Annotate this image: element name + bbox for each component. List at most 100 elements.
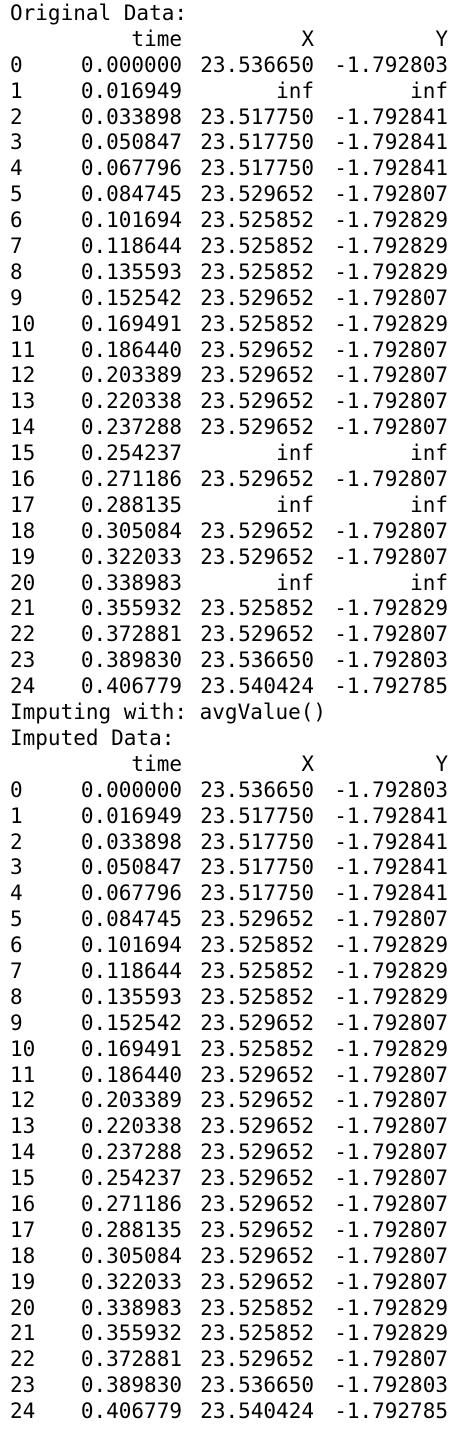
imputed-time-value: 0.169491 xyxy=(80,1036,182,1061)
imputed-time-value: 0.186440 xyxy=(80,1062,182,1087)
original-row-index: 17 xyxy=(10,492,36,517)
imputed-y-value: -1.792807 xyxy=(334,1217,448,1242)
original-y-value: -1.792807 xyxy=(334,389,448,414)
imputed-time-value: 0.288135 xyxy=(80,1217,182,1242)
original-x-value: 23.536650 xyxy=(200,52,314,77)
original-x-value: inf xyxy=(276,492,314,517)
imputing-section: Imputing with: avgValue() xyxy=(0,700,470,726)
original-x-value: 23.529652 xyxy=(200,544,314,569)
original-row-index: 4 xyxy=(10,156,23,181)
original-time-value: 0.288135 xyxy=(80,492,182,517)
imputed-x-value: 23.525852 xyxy=(200,933,314,958)
original-table-row: 17 0.288135 inf inf xyxy=(0,493,470,519)
original-table-row: 15 0.254237 inf inf xyxy=(0,441,470,467)
imputed-row-index: 11 xyxy=(10,1062,36,1087)
imputed-column-y: Y xyxy=(435,751,448,776)
original-y-value: -1.792829 xyxy=(334,596,448,621)
original-row-index: 23 xyxy=(10,648,36,673)
original-x-value: 23.529652 xyxy=(200,363,314,388)
original-row-index: 20 xyxy=(10,570,36,595)
original-y-value: -1.792807 xyxy=(334,518,448,543)
imputed-x-value: 23.529652 xyxy=(200,1114,314,1139)
imputed-y-value: -1.792807 xyxy=(334,1114,448,1139)
imputed-y-value: -1.792829 xyxy=(334,1036,448,1061)
imputed-y-value: -1.792841 xyxy=(334,855,448,880)
original-table-row: 5 0.084745 23.529652 -1.792807 xyxy=(0,182,470,208)
imputed-x-value: 23.525852 xyxy=(200,1321,314,1346)
imputed-time-value: 0.254237 xyxy=(80,1166,182,1191)
imputed-y-value: -1.792803 xyxy=(334,1373,448,1398)
original-row-index: 7 xyxy=(10,234,23,259)
imputed-time-value: 0.305084 xyxy=(80,1243,182,1268)
imputed-row-index: 0 xyxy=(10,777,23,802)
original-data-section: Original Data: time X Y 0 0.000000 23.5366… xyxy=(0,1,470,700)
imputed-time-value: 0.135593 xyxy=(80,984,182,1009)
original-x-value: 23.540424 xyxy=(200,674,314,699)
original-column-header-row: time X Y xyxy=(0,27,470,53)
imputed-y-value: -1.792829 xyxy=(334,984,448,1009)
imputed-row-index: 15 xyxy=(10,1166,36,1191)
original-x-value: 23.525852 xyxy=(200,259,314,284)
original-x-value: inf xyxy=(276,570,314,595)
original-row-index: 8 xyxy=(10,259,23,284)
imputed-column-x: X xyxy=(301,751,314,776)
imputed-table-row: 22 0.372881 23.529652 -1.792807 xyxy=(0,1347,470,1373)
imputed-x-value: 23.529652 xyxy=(200,1062,314,1087)
original-time-value: 0.169491 xyxy=(80,311,182,336)
imputed-y-value: -1.792841 xyxy=(334,829,448,854)
imputed-data-header: Imputed Data: xyxy=(10,725,175,750)
original-table-row: 14 0.237288 23.529652 -1.792807 xyxy=(0,415,470,441)
original-y-value: -1.792807 xyxy=(334,182,448,207)
original-x-value: 23.536650 xyxy=(200,648,314,673)
original-row-index: 9 xyxy=(10,285,23,310)
original-time-value: 0.033898 xyxy=(80,104,182,129)
imputed-data-section: Imputed Data: time X Y 0 0.000000 23.53665… xyxy=(0,726,470,1425)
imputed-time-value: 0.084745 xyxy=(80,907,182,932)
imputed-x-value: 23.536650 xyxy=(200,1373,314,1398)
original-row-index: 5 xyxy=(10,182,23,207)
original-x-value: 23.525852 xyxy=(200,208,314,233)
imputed-x-value: 23.529652 xyxy=(200,1347,314,1372)
original-x-value: 23.529652 xyxy=(200,518,314,543)
imputed-y-value: -1.792829 xyxy=(334,958,448,983)
imputed-table-row: 24 0.406779 23.540424 -1.792785 xyxy=(0,1399,470,1425)
original-x-value: 23.517750 xyxy=(200,156,314,181)
imputed-x-value: 23.529652 xyxy=(200,1166,314,1191)
imputed-table-row: 11 0.186440 23.529652 -1.792807 xyxy=(0,1063,470,1089)
imputed-data-header-line: Imputed Data: xyxy=(0,726,470,752)
original-table-row: 9 0.152542 23.529652 -1.792807 xyxy=(0,286,470,312)
imputed-time-value: 0.203389 xyxy=(80,1088,182,1113)
imputed-row-index: 3 xyxy=(10,855,23,880)
original-table-row: 10 0.169491 23.525852 -1.792829 xyxy=(0,312,470,338)
imputed-row-index: 12 xyxy=(10,1088,36,1113)
original-y-value: -1.792807 xyxy=(334,622,448,647)
original-time-value: 0.338983 xyxy=(80,570,182,595)
imputed-time-value: 0.237288 xyxy=(80,1140,182,1165)
imputed-y-value: -1.792807 xyxy=(334,907,448,932)
imputed-x-value: 23.536650 xyxy=(200,777,314,802)
imputing-message: Imputing with: avgValue() xyxy=(10,700,327,725)
original-data-rows: 0 0.000000 23.536650 -1.792803 1 0.016949 inf i… xyxy=(0,53,470,700)
original-time-value: 0.016949 xyxy=(80,78,182,103)
imputed-y-value: -1.792807 xyxy=(334,1010,448,1035)
original-y-value: -1.792807 xyxy=(334,544,448,569)
original-time-value: 0.322033 xyxy=(80,544,182,569)
original-row-index: 0 xyxy=(10,52,23,77)
original-row-index: 13 xyxy=(10,389,36,414)
original-y-value: -1.792829 xyxy=(334,234,448,259)
imputed-data-rows: 0 0.000000 23.536650 -1.792803 1 0.016949 23.5… xyxy=(0,778,470,1425)
imputed-time-value: 0.101694 xyxy=(80,933,182,958)
imputed-column-header-row: time X Y xyxy=(0,752,470,778)
original-y-value: inf xyxy=(410,441,448,466)
imputed-x-value: 23.525852 xyxy=(200,958,314,983)
imputed-y-value: -1.792807 xyxy=(334,1062,448,1087)
imputed-x-value: 23.529652 xyxy=(200,1088,314,1113)
original-y-value: -1.792829 xyxy=(334,311,448,336)
imputed-row-index: 8 xyxy=(10,984,23,1009)
imputed-table-row: 16 0.271186 23.529652 -1.792807 xyxy=(0,1192,470,1218)
imputed-row-index: 4 xyxy=(10,881,23,906)
imputed-table-row: 17 0.288135 23.529652 -1.792807 xyxy=(0,1218,470,1244)
original-time-value: 0.271186 xyxy=(80,467,182,492)
original-table-row: 7 0.118644 23.525852 -1.792829 xyxy=(0,234,470,260)
original-x-value: 23.529652 xyxy=(200,467,314,492)
